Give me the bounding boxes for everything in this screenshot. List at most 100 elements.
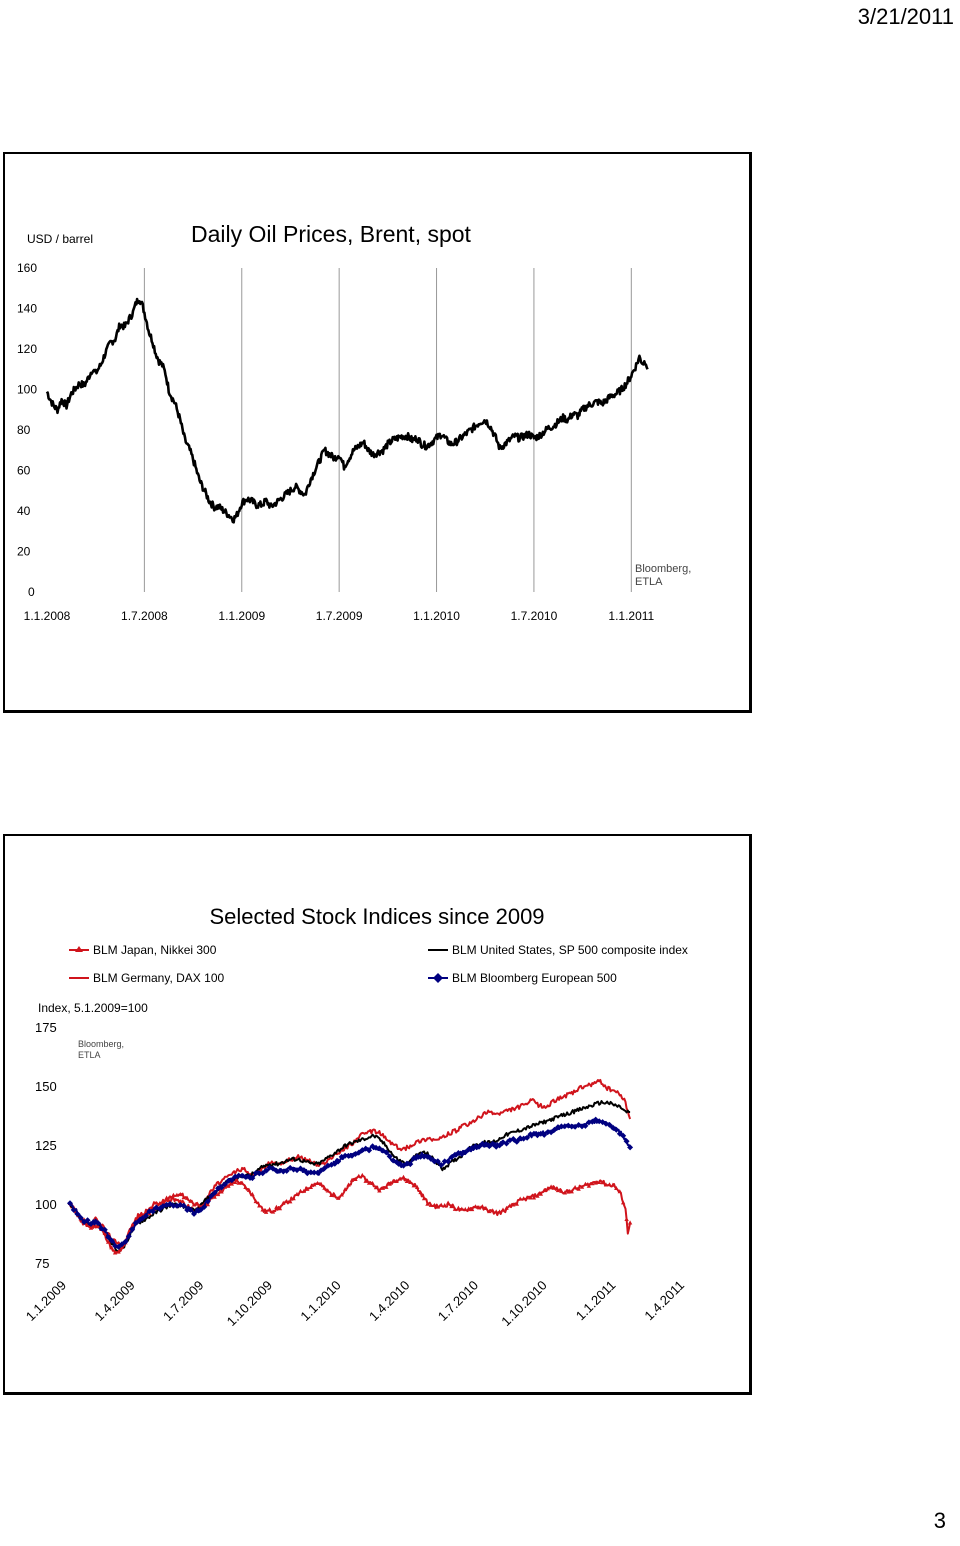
data-marker: [263, 1167, 270, 1174]
data-marker: [243, 1184, 248, 1189]
legend-nikkei-marker: [75, 946, 83, 952]
data-marker: [394, 1178, 399, 1183]
data-marker: [421, 1153, 428, 1160]
data-marker: [312, 1182, 317, 1187]
data-marker: [195, 1201, 200, 1206]
legend-european500-marker: [433, 973, 443, 983]
data-marker: [156, 1205, 163, 1212]
data-marker: [490, 1208, 495, 1213]
data-marker: [596, 1118, 603, 1125]
data-marker: [613, 1126, 620, 1133]
data-marker: [191, 1202, 197, 1207]
data-marker: [342, 1152, 349, 1159]
data-marker: [617, 1189, 622, 1194]
data-marker: [77, 1214, 84, 1221]
data-marker: [623, 1138, 630, 1145]
data-marker: [377, 1188, 382, 1193]
data-marker: [253, 1199, 258, 1204]
data-marker: [407, 1161, 414, 1168]
data-marker: [483, 1205, 489, 1210]
data-marker: [164, 1195, 169, 1200]
data-marker: [88, 1225, 94, 1230]
data-marker: [520, 1135, 527, 1142]
data-marker: [363, 1178, 368, 1183]
source-label-line1: Bloomberg,: [635, 563, 691, 575]
y-tick-125: 125: [35, 1138, 57, 1153]
data-marker: [257, 1203, 262, 1208]
data-marker: [568, 1123, 575, 1130]
data-marker: [561, 1123, 568, 1130]
data-marker: [185, 1195, 190, 1200]
data-marker: [232, 1173, 239, 1180]
y-axis-label: USD / barrel: [27, 232, 93, 246]
data-marker: [311, 1169, 318, 1176]
data-marker: [201, 1203, 208, 1210]
data-marker: [518, 1196, 523, 1201]
y-tick-sixty: 60: [17, 464, 31, 478]
data-marker: [177, 1201, 184, 1208]
x-tick-label: 1.4.2009: [91, 1278, 137, 1324]
data-marker: [360, 1172, 365, 1177]
data-marker: [218, 1184, 225, 1191]
data-marker: [456, 1205, 461, 1210]
data-marker: [335, 1158, 342, 1165]
data-marker: [136, 1217, 143, 1224]
data-marker: [507, 1203, 513, 1208]
data-marker: [236, 1180, 241, 1185]
data-marker: [112, 1242, 119, 1249]
data-marker: [139, 1215, 146, 1222]
data-marker: [494, 1209, 499, 1214]
y-tick-eighty: 80: [17, 423, 31, 437]
sp500-line: [69, 1100, 631, 1254]
data-marker: [401, 1174, 406, 1179]
data-marker: [345, 1152, 352, 1159]
data-marker: [129, 1226, 136, 1233]
legend-sp500-label: BLM United States, SP 500 composite inde…: [452, 943, 688, 957]
data-marker: [115, 1243, 122, 1250]
data-marker: [624, 1216, 629, 1221]
data-marker: [370, 1180, 375, 1185]
data-marker: [569, 1189, 574, 1194]
european500-line-markers: [67, 1116, 634, 1250]
data-marker: [411, 1183, 416, 1188]
data-marker: [431, 1158, 438, 1165]
data-marker: [542, 1188, 547, 1193]
data-marker: [105, 1234, 112, 1241]
dax-line: [69, 1078, 632, 1246]
data-marker: [170, 1202, 177, 1209]
data-marker: [487, 1209, 492, 1214]
data-marker: [558, 1123, 565, 1130]
data-marker: [576, 1186, 581, 1191]
data-marker: [548, 1184, 554, 1189]
data-marker: [315, 1180, 320, 1185]
data-marker: [322, 1185, 327, 1190]
data-marker: [318, 1181, 324, 1186]
data-marker: [125, 1233, 132, 1240]
oil-price-chart: USD / barrel Daily Oil Prices, Brent, spo…: [3, 152, 752, 713]
stock-indices-chart-svg: Selected Stock Indices since 2009 BLM Jap…: [23, 904, 688, 1329]
data-marker: [497, 1209, 502, 1214]
data-marker: [308, 1184, 313, 1189]
data-marker: [67, 1200, 73, 1207]
data-marker: [435, 1204, 440, 1209]
data-marker: [566, 1189, 571, 1194]
y-tick-one-forty: 140: [17, 302, 37, 316]
data-marker: [548, 1129, 555, 1136]
x-tick-label: 1.1.2011: [573, 1278, 619, 1324]
data-marker: [452, 1206, 458, 1211]
data-marker: [480, 1204, 485, 1209]
data-marker: [101, 1226, 108, 1233]
data-marker: [504, 1205, 509, 1210]
data-marker: [496, 1142, 503, 1149]
y-tick-one-twenty: 120: [17, 342, 37, 356]
x-tick-label: 1.1.2009: [218, 609, 265, 623]
legend-nikkei: BLM Japan, Nikkei 300: [69, 943, 217, 957]
data-marker: [301, 1188, 307, 1193]
data-marker: [212, 1194, 217, 1199]
y-tick-zero: 0: [28, 585, 35, 599]
data-marker: [586, 1183, 592, 1188]
data-marker: [369, 1143, 376, 1150]
data-marker: [321, 1165, 328, 1172]
data-marker: [579, 1184, 585, 1189]
source-label-line1: Bloomberg,: [78, 1039, 124, 1049]
